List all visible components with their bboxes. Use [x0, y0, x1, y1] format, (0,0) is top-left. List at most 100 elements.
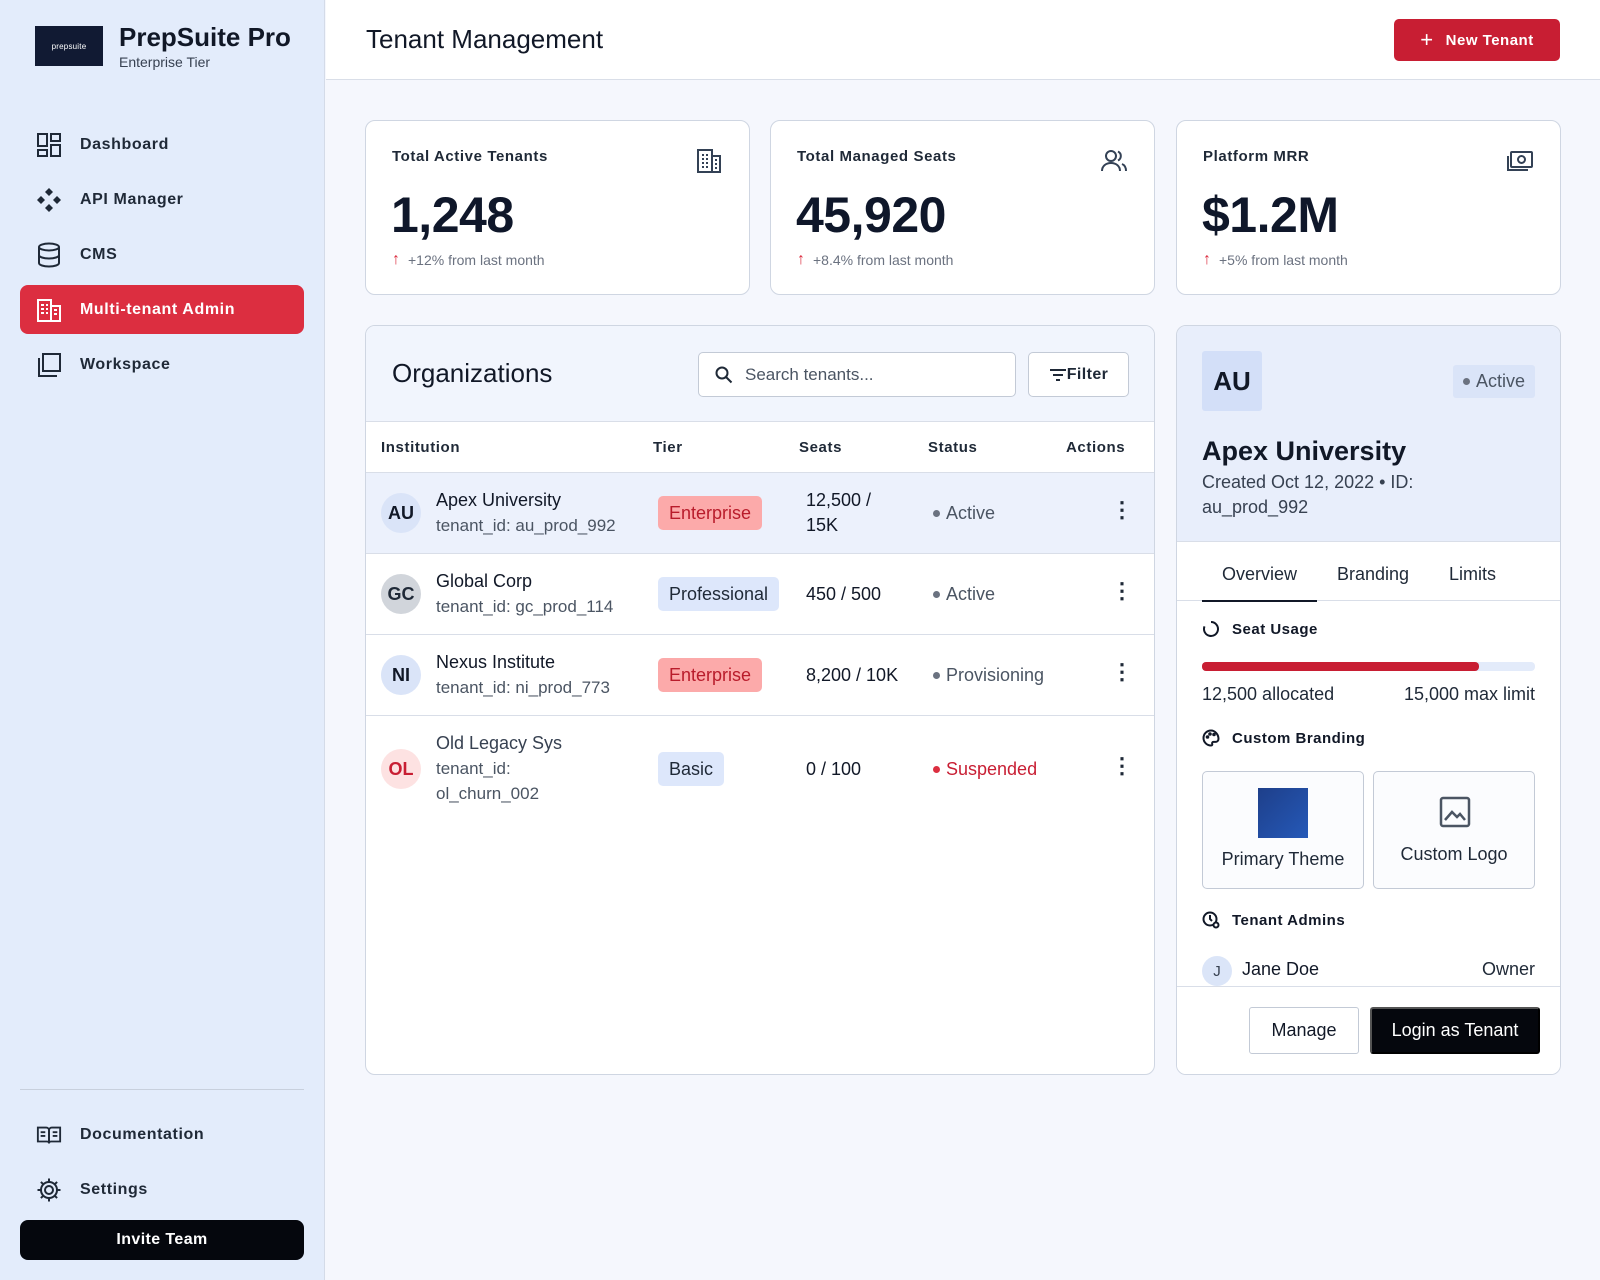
nav-label: CMS — [80, 245, 118, 263]
detail-actions: Manage Login as Tenant — [1177, 986, 1560, 1074]
tenant-id: tenant_id: ol_churn_002 — [436, 759, 540, 803]
nav-item-dashboard[interactable]: Dashboard — [20, 120, 304, 169]
status-dot — [933, 766, 940, 773]
column-header[interactable]: Seats — [799, 439, 843, 456]
status-label: Suspended — [946, 759, 1038, 779]
seats-value: 8,200 / 10K — [806, 665, 899, 685]
brand-name: PrepSuite Pro — [119, 22, 291, 52]
new-tenant-button[interactable]: + New Tenant — [1394, 19, 1560, 61]
stat-change: ↑ +8.4% from last month — [797, 251, 953, 269]
seats-value: 12,500 / 15K — [806, 490, 872, 535]
status-badge: Provisioning — [933, 665, 1044, 686]
tenant-id: tenant_id: gc_prod_114 — [436, 597, 614, 616]
table-row[interactable]: AU Apex University tenant_id: au_prod_99… — [366, 473, 1154, 554]
avatar: OL — [381, 749, 421, 789]
column-header[interactable]: Institution — [381, 439, 461, 456]
admin-role: Owner — [1481, 959, 1535, 979]
status-dot — [1462, 378, 1470, 385]
tenant-meta: Created Oct 12, 2022 • ID: au_prod_992 — [1202, 472, 1414, 517]
login-as-tenant-button[interactable]: Login as Tenant — [1370, 1007, 1540, 1054]
search-icon — [715, 366, 733, 383]
plus-icon: + — [1420, 27, 1434, 52]
seat-usage-fill — [1202, 662, 1480, 671]
avatar: AU — [381, 493, 421, 533]
custom-logo-label: Custom Logo — [1400, 844, 1508, 864]
money-icon — [1507, 151, 1533, 171]
column-header[interactable]: Status — [928, 439, 978, 456]
column-header[interactable]: Tier — [653, 439, 683, 456]
nav-item-api-manager[interactable]: API Manager — [20, 175, 304, 224]
tenant-detail-panel: AU Active Apex University Created Oct 12… — [1176, 325, 1561, 1075]
filter-button[interactable]: Filter — [1028, 352, 1129, 397]
tab-limits[interactable]: Limits — [1449, 564, 1497, 584]
arrow-up-icon: ↑ — [1203, 251, 1211, 268]
tab-branding[interactable]: Branding — [1337, 564, 1410, 584]
progress-circle-icon — [1202, 620, 1220, 638]
status-badge: Active — [933, 584, 995, 605]
nav-label: Dashboard — [80, 135, 169, 153]
tenant-name: Apex University — [1202, 436, 1407, 466]
nav-item-workspace[interactable]: Workspace — [20, 340, 304, 389]
table-row[interactable]: NI Nexus Institute tenant_id: ni_prod_77… — [366, 635, 1154, 716]
more-options-icon[interactable]: ⋮ — [1111, 578, 1133, 603]
brand[interactable]: prepsuite PrepSuite Pro Enterprise Tier — [35, 22, 291, 70]
seat-usage-bar — [1202, 662, 1535, 671]
tab-overview[interactable]: Overview — [1201, 564, 1318, 602]
invite-team-button[interactable]: Invite Team — [20, 1220, 304, 1260]
tenant-id: tenant_id: au_prod_992 — [436, 516, 616, 535]
nav-label: Workspace — [80, 355, 171, 373]
dashboard-icon — [36, 132, 62, 158]
more-options-icon[interactable]: ⋮ — [1111, 497, 1133, 522]
sidebar-divider — [20, 1089, 304, 1090]
seat-usage-title: Seat Usage — [1232, 620, 1318, 638]
custom-branding-title: Custom Branding — [1232, 729, 1366, 747]
nav-label: Settings — [80, 1180, 148, 1198]
table-row[interactable]: GC Global Corp tenant_id: gc_prod_114 Pr… — [366, 554, 1154, 635]
organizations-title: Organizations — [392, 358, 553, 388]
image-icon — [1439, 796, 1471, 828]
stat-value: 45,920 — [796, 187, 946, 243]
tenant-id: tenant_id: ni_prod_773 — [436, 678, 610, 697]
nav-label: Multi-tenant Admin — [80, 300, 236, 318]
stat-value: $1.2M — [1202, 187, 1339, 243]
organizations-panel: Organizations Filter Institution Tier Se… — [365, 325, 1155, 1075]
status-dot — [933, 591, 940, 598]
nav-item-multi-tenant-admin[interactable]: Multi-tenant Admin — [20, 285, 304, 334]
status-badge: Active — [1452, 365, 1535, 398]
primary-theme-card[interactable]: Primary Theme — [1202, 771, 1364, 889]
stat-change: ↑ +12% from last month — [392, 251, 545, 269]
tenant-admins-heading: Tenant Admins — [1202, 911, 1345, 929]
custom-branding-heading: Custom Branding — [1202, 729, 1365, 747]
seats-allocated: 12,500 allocated — [1202, 684, 1335, 704]
manage-button[interactable]: Manage — [1249, 1007, 1359, 1054]
api-icon — [36, 187, 62, 213]
nav-item-settings[interactable]: Settings — [20, 1165, 304, 1214]
status-dot — [933, 510, 940, 517]
nav-item-documentation[interactable]: Documentation — [20, 1110, 304, 1159]
status-label: Active — [946, 503, 996, 523]
search-box[interactable] — [698, 352, 1016, 397]
stat-card-managed-seats: Total Managed Seats 45,920 ↑ +8.4% from … — [770, 120, 1155, 295]
seats-max-limit: 15,000 max limit — [1403, 684, 1535, 704]
building-icon — [697, 149, 721, 173]
filter-label: Filter — [1066, 365, 1109, 383]
seats-value: 450 / 500 — [806, 584, 882, 604]
gear-icon — [36, 1177, 62, 1203]
custom-logo-card[interactable]: Custom Logo — [1373, 771, 1535, 889]
organizations-header: Organizations Filter — [366, 326, 1154, 422]
status-label: Active — [1475, 371, 1525, 391]
tenant-detail-header: AU Active Apex University Created Oct 12… — [1177, 326, 1560, 542]
page-header: Tenant Management + New Tenant — [326, 0, 1600, 80]
more-options-icon[interactable]: ⋮ — [1111, 659, 1133, 684]
stat-card-platform-mrr: Platform MRR $1.2M ↑ +5% from last month — [1176, 120, 1561, 295]
institution-name: Nexus Institute — [436, 652, 556, 672]
nav-item-cms[interactable]: CMS — [20, 230, 304, 279]
search-input[interactable] — [745, 364, 995, 385]
avatar: NI — [381, 655, 421, 695]
admin-name: Jane Doe — [1242, 959, 1320, 979]
book-icon — [36, 1122, 62, 1148]
palette-icon — [1202, 729, 1220, 747]
more-options-icon[interactable]: ⋮ — [1111, 753, 1133, 778]
brand-logo: prepsuite — [35, 26, 103, 66]
table-row[interactable]: OL Old Legacy Sys tenant_id: ol_churn_00… — [366, 716, 1154, 824]
